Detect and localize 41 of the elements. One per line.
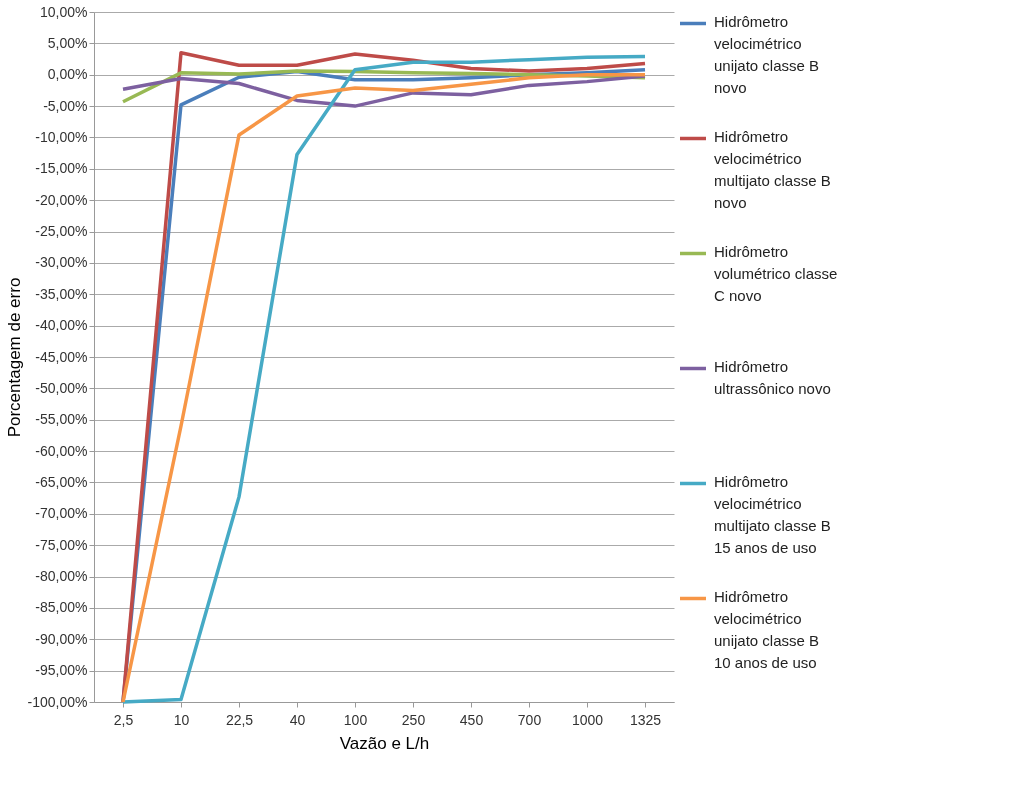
x-tick-label: 2,5 [113, 711, 134, 728]
x-tick-label: 700 [517, 711, 542, 728]
x-axis-title: Vazão e L/h [339, 733, 430, 753]
y-tick-label: -30,00% [35, 254, 88, 271]
legend-label: Hidrômetro velocimétrico multijato classe B novo [714, 127, 831, 211]
y-tick-label: -75,00% [35, 536, 88, 553]
x-tick-label: 100 [343, 711, 368, 728]
y-tick-label: -10,00% [35, 128, 88, 145]
y-axis-title: Porcentagem de erro [4, 277, 24, 438]
y-tick-label: -55,00% [35, 411, 88, 428]
y-tick-label: -50,00% [35, 379, 88, 396]
x-tick-label: 250 [401, 711, 426, 728]
y-tick-label: 0,00% [47, 66, 88, 83]
legend-label: Hidrômetro ultrassônico novo [714, 357, 831, 397]
legend-label: Hidrômetro velocimétrico multijato classe B 15 anos de uso [714, 472, 831, 556]
y-tick-label: -45,00% [35, 348, 88, 365]
y-tick-label: -95,00% [35, 662, 88, 679]
y-tick-label: -5,00% [43, 97, 88, 114]
y-tick-label: -80,00% [35, 568, 88, 585]
y-tick-label: 10,00% [40, 3, 88, 20]
legend-label: Hidrômetro volumétrico classe C novo [714, 242, 838, 304]
y-tick-label: -100,00% [27, 693, 88, 710]
y-tick-label: -40,00% [35, 317, 88, 334]
y-tick-label: -85,00% [35, 599, 88, 616]
x-tick-label: 10 [173, 711, 190, 728]
legend-label: Hidrômetro velocimétrico unijato classe B 10 anos de uso [714, 587, 820, 671]
y-tick-label: -25,00% [35, 223, 88, 240]
y-tick-label: -65,00% [35, 473, 88, 490]
y-tick-label: -60,00% [35, 442, 88, 459]
legend-label: Hidrômetro velocimétrico unijato classe B novo [714, 12, 820, 96]
x-tick-label: 40 [289, 711, 306, 728]
x-tick-label: 1325 [629, 711, 662, 728]
y-tick-label: -15,00% [35, 160, 88, 177]
x-tick-label: 450 [459, 711, 484, 728]
x-tick-label: 1000 [571, 711, 604, 728]
y-tick-label: -90,00% [35, 630, 88, 647]
y-tick-label: -70,00% [35, 505, 88, 522]
y-tick-label: -35,00% [35, 285, 88, 302]
x-tick-label: 22,5 [225, 711, 254, 728]
y-tick-label: -20,00% [35, 191, 88, 208]
y-tick-label: 5,00% [47, 34, 88, 51]
